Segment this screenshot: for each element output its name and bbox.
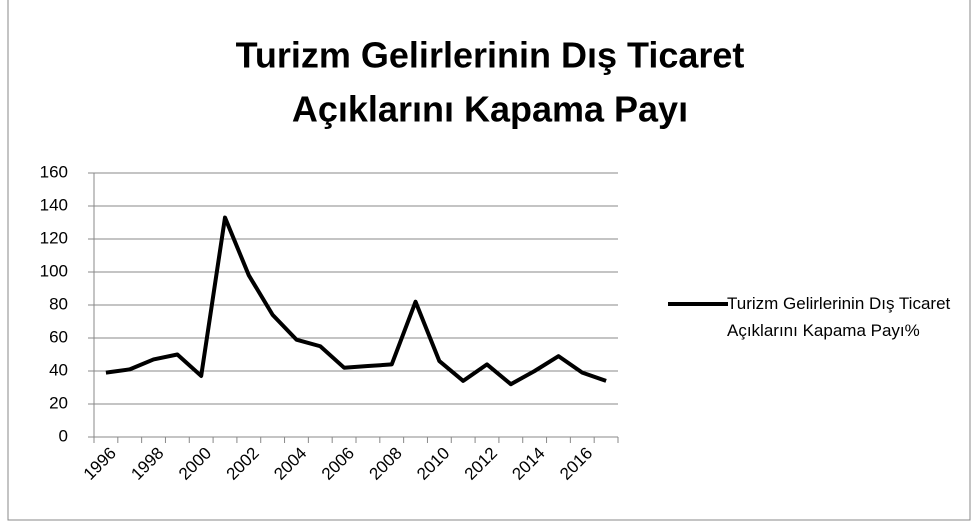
y-tick-label: 80 [49,294,68,313]
y-tick-label: 0 [59,426,68,445]
y-tick-label: 100 [40,261,68,280]
y-tick-label: 120 [40,228,68,247]
line-series [105,215,607,387]
chart-title: Açıklarını Kapama Payı [292,89,688,130]
y-tick-label: 140 [40,195,68,214]
y-tick-label: 60 [49,327,68,346]
chart-title: Turizm Gelirlerinin Dış Ticaret [236,35,745,76]
y-tick-label: 160 [40,162,68,181]
y-tick-label: 20 [49,393,68,412]
legend-label: Turizm Gelirlerinin Dış Ticaret Açıkları… [727,294,951,340]
y-tick-label: 40 [49,360,68,379]
chart-border [7,0,971,521]
